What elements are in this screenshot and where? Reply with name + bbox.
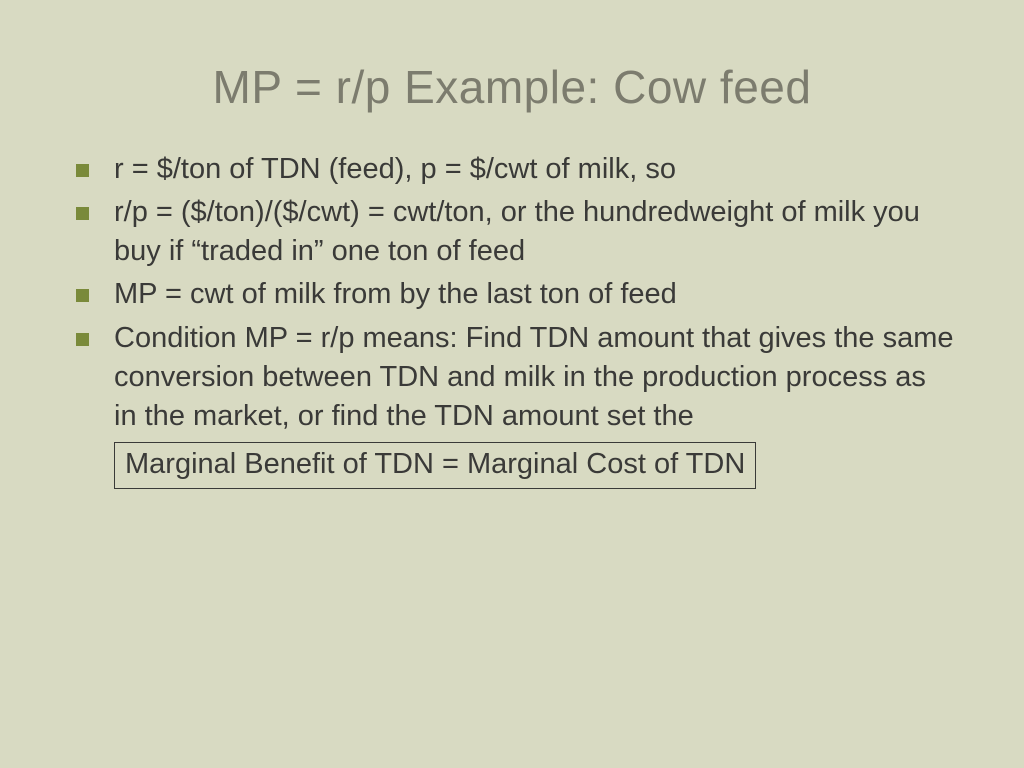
- bullet-item: r/p = ($/ton)/($/cwt) = cwt/ton, or the …: [70, 193, 954, 271]
- bullet-text: MP = cwt of milk from by the last ton of…: [114, 278, 677, 310]
- bullet-text: r/p = ($/ton)/($/cwt) = cwt/ton, or the …: [114, 196, 920, 267]
- bullet-item: Condition MP = r/p means: Find TDN amoun…: [70, 319, 954, 436]
- slide-title: MP = r/p Example: Cow feed: [70, 60, 954, 114]
- bullet-item: MP = cwt of milk from by the last ton of…: [70, 275, 954, 314]
- bullet-item: r = $/ton of TDN (feed), p = $/cwt of mi…: [70, 150, 954, 189]
- bullet-list: r = $/ton of TDN (feed), p = $/cwt of mi…: [70, 150, 954, 436]
- bullet-text: r = $/ton of TDN (feed), p = $/cwt of mi…: [114, 153, 676, 185]
- bullet-text: Condition MP = r/p means: Find TDN amoun…: [114, 322, 954, 432]
- boxed-statement: Marginal Benefit of TDN = Marginal Cost …: [114, 442, 756, 489]
- slide-container: MP = r/p Example: Cow feed r = $/ton of …: [0, 0, 1024, 768]
